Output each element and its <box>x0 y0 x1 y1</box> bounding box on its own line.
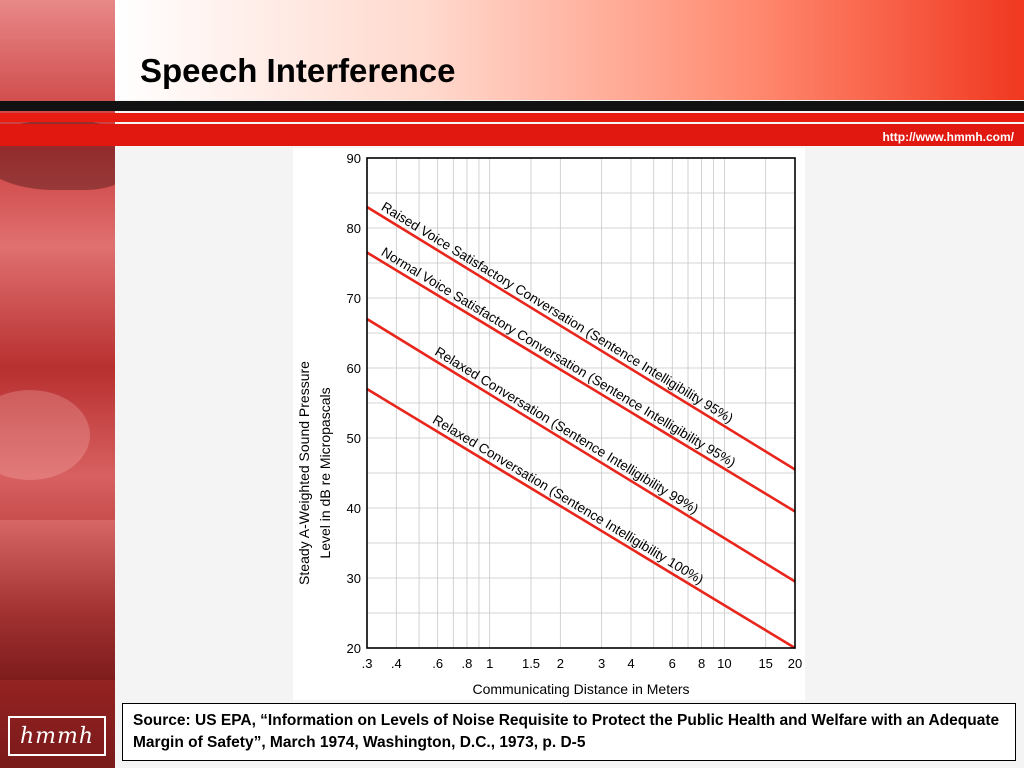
y-tick-label: 70 <box>347 291 361 306</box>
aircraft-engine-shape <box>0 390 90 480</box>
x-tick-label: 15 <box>758 656 772 671</box>
y-tick-label: 60 <box>347 361 361 376</box>
y-axis-label-line1: Steady A-Weighted Sound Pressure <box>296 361 312 585</box>
x-tick-label: .6 <box>432 656 443 671</box>
hmmh-logo: hmmh <box>8 716 106 756</box>
aircraft-body-shape <box>0 520 115 680</box>
x-tick-label: 8 <box>698 656 705 671</box>
y-tick-label: 20 <box>347 641 361 656</box>
x-tick-label: 10 <box>717 656 731 671</box>
chart-panel: .3.4.6.8 1 1.5 2 3 4 6 8 10 15 20 20 30 40 50 60 70 80 90 … <box>293 148 805 700</box>
speech-interference-chart: .3.4.6.8 1 1.5 2 3 4 6 8 10 15 202030405060708090 … <box>296 151 803 697</box>
y-tick-label: 90 <box>347 151 361 166</box>
x-tick-label: .3 <box>362 656 373 671</box>
series-label-1: Raised Voice Satisfactory Conversation (… <box>379 199 736 426</box>
y-tick-label: 40 <box>347 501 361 516</box>
x-tick-label: 6 <box>669 656 676 671</box>
x-tick-label: .8 <box>462 656 473 671</box>
header-stripe-black <box>0 101 1024 111</box>
series-line-1 <box>366 205 796 471</box>
header-band-red <box>0 124 1024 146</box>
series-line-3 <box>366 317 796 583</box>
y-tick-label: 30 <box>347 571 361 586</box>
plot-frame <box>366 157 796 649</box>
x-tick-label: 1 <box>486 656 493 671</box>
x-tick-label: 4 <box>627 656 634 671</box>
series-line-2 <box>366 251 796 513</box>
x-tick-label: .4 <box>391 656 402 671</box>
x-tick-label: 20 <box>788 656 802 671</box>
website-link[interactable]: http://www.hmmh.com/ <box>882 130 1014 144</box>
y-tick-label: 80 <box>347 221 361 236</box>
x-tick-label: 2 <box>557 656 564 671</box>
tick-layer: .3 .4 .6 .8 1 1.5 2 3 4 6 8 10 15 20 20 30 40 50 60 70 80 90 <box>347 151 803 671</box>
header-stripe-red <box>0 113 1024 122</box>
x-tick-label: 3 <box>598 656 605 671</box>
series-line-4 <box>366 387 796 650</box>
source-citation: Source: US EPA, “Information on Levels o… <box>122 703 1016 761</box>
y-tick-label: 50 <box>347 431 361 446</box>
series-layer <box>366 205 796 650</box>
x-axis-label: Communicating Distance in Meters <box>472 681 689 697</box>
page-title: Speech Interference <box>140 52 456 89</box>
series-label-layer: Raised Voice Satisfactory Conversation (… <box>379 199 739 587</box>
x-tick-label: 1.5 <box>522 656 540 671</box>
y-axis-label-line2: Level in dB re Micropascals <box>317 387 333 558</box>
header-banner <box>115 0 1024 100</box>
